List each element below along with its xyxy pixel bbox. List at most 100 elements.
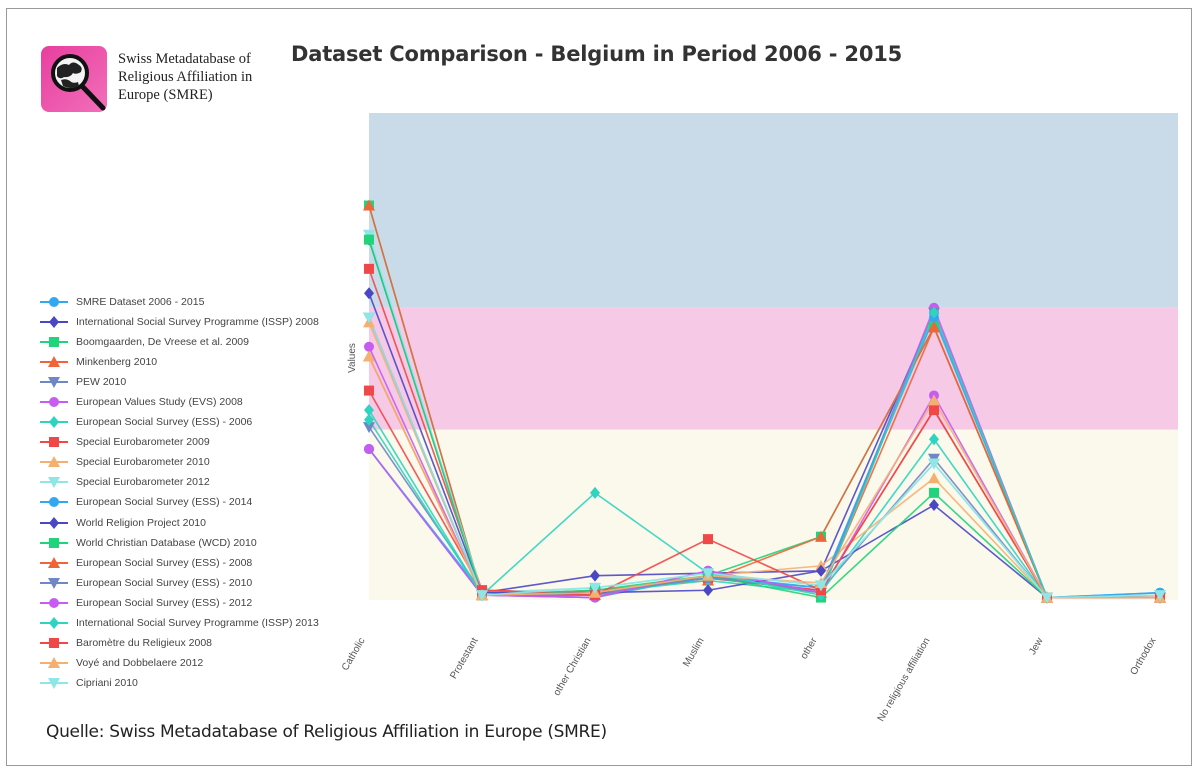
legend-swatch-icon [40, 616, 68, 629]
legend-item[interactable]: Baromètre du Religieux 2008 [40, 633, 340, 653]
legend-item[interactable]: European Social Survey (ESS) - 2006 [40, 412, 340, 432]
data-point[interactable] [363, 312, 375, 324]
data-point[interactable] [363, 199, 375, 211]
legend-item[interactable]: International Social Survey Programme (I… [40, 613, 340, 633]
data-point[interactable] [928, 472, 940, 484]
legend-label: Boomgaarden, De Vreese et al. 2009 [76, 336, 249, 349]
legend-swatch-icon [40, 337, 68, 348]
legend-item[interactable]: SMRE Dataset 2006 - 2015 [40, 292, 340, 312]
series-line [368, 390, 1160, 599]
data-point[interactable] [364, 287, 374, 300]
data-point[interactable] [816, 564, 826, 577]
legend-label: International Social Survey Programme (I… [76, 616, 319, 629]
data-point[interactable] [703, 584, 713, 597]
legend-swatch-icon [40, 377, 68, 389]
data-point[interactable] [476, 590, 488, 602]
legend-item[interactable]: Special Eurobarometer 2009 [40, 432, 340, 452]
x-tick-label: other Christian [552, 636, 594, 698]
data-point[interactable] [364, 234, 374, 245]
legend-item[interactable]: European Values Study (EVS) 2008 [40, 392, 340, 412]
legend-swatch-icon [40, 416, 68, 429]
series-line [368, 292, 1160, 599]
data-point[interactable] [590, 569, 600, 582]
data-point[interactable] [363, 422, 375, 434]
legend-label: European Social Survey (ESS) - 2006 [76, 416, 253, 429]
legend-item[interactable]: International Social Survey Programme (I… [40, 312, 340, 332]
legend-item[interactable]: European Social Survey (ESS) - 2010 [40, 573, 340, 593]
legend: SMRE Dataset 2006 - 2015 International So… [40, 292, 340, 693]
series-line [368, 310, 1160, 599]
data-point[interactable] [928, 321, 940, 333]
smre-logo [41, 46, 107, 112]
legend-item[interactable]: Boomgaarden, De Vreese et al. 2009 [40, 332, 340, 352]
legend-item[interactable]: World Religion Project 2010 [40, 513, 340, 533]
legend-swatch-icon [40, 577, 68, 589]
legend-label: European Social Survey (ESS) - 2010 [76, 576, 253, 589]
legend-swatch-icon [40, 356, 68, 368]
legend-label: PEW 2010 [76, 376, 127, 389]
data-point[interactable] [364, 404, 374, 417]
data-point[interactable] [929, 499, 939, 512]
legend-swatch-icon [40, 456, 68, 468]
data-point[interactable] [589, 582, 601, 594]
data-point[interactable] [815, 580, 827, 592]
legend-item[interactable]: PEW 2010 [40, 372, 340, 392]
legend-label: European Social Survey (ESS) - 2012 [76, 596, 253, 609]
data-point[interactable] [929, 487, 939, 498]
legend-swatch-icon [40, 656, 68, 668]
data-point[interactable] [364, 385, 374, 396]
y-axis-label: Values [347, 343, 358, 373]
data-point[interactable] [928, 458, 940, 470]
legend-swatch-icon [40, 556, 68, 568]
legend-label: SMRE Dataset 2006 - 2015 [76, 296, 205, 309]
legend-swatch-icon [40, 516, 68, 529]
data-point[interactable] [815, 530, 827, 542]
data-point[interactable] [929, 405, 939, 416]
legend-label: World Christian Database (WCD) 2010 [76, 536, 257, 549]
legend-item[interactable]: European Social Survey (ESS) - 2012 [40, 593, 340, 613]
legend-item[interactable]: Special Eurobarometer 2012 [40, 472, 340, 492]
logo-text: Swiss Metadatabase of Religious Affiliat… [118, 51, 253, 103]
data-point[interactable] [364, 341, 374, 352]
legend-label: Cipriani 2010 [76, 676, 138, 689]
data-point[interactable] [590, 486, 600, 499]
legend-swatch-icon [40, 597, 68, 608]
x-tick-label: No religious affiliation [876, 636, 933, 724]
legend-label: European Values Study (EVS) 2008 [76, 396, 243, 409]
data-point[interactable] [364, 444, 374, 455]
legend-label: Special Eurobarometer 2012 [76, 476, 210, 489]
legend-item[interactable]: Cipriani 2010 [40, 673, 340, 693]
legend-item[interactable]: World Christian Database (WCD) 2010 [40, 533, 340, 553]
x-tick-label: Orthodox [1129, 636, 1159, 677]
data-point[interactable] [703, 534, 713, 545]
legend-label: Special Eurobarometer 2010 [76, 456, 210, 469]
legend-item[interactable]: Voyé and Dobbelaere 2012 [40, 653, 340, 673]
legend-label: Baromètre du Religieux 2008 [76, 636, 212, 649]
data-point[interactable] [363, 350, 375, 362]
data-point[interactable] [928, 394, 940, 406]
data-point[interactable] [1154, 590, 1166, 602]
data-point[interactable] [1041, 592, 1053, 604]
legend-item[interactable]: Special Eurobarometer 2010 [40, 452, 340, 472]
legend-item[interactable]: Minkenberg 2010 [40, 352, 340, 372]
legend-item[interactable]: European Social Survey (ESS) - 2008 [40, 553, 340, 573]
legend-label: Voyé and Dobbelaere 2012 [76, 656, 204, 669]
legend-label: Special Eurobarometer 2009 [76, 436, 210, 449]
x-tick-label: Catholic [340, 636, 368, 673]
data-point[interactable] [702, 568, 714, 580]
x-tick-label: Jew [1027, 635, 1046, 657]
data-point[interactable] [929, 306, 939, 319]
legend-swatch-icon [40, 637, 68, 648]
legend-swatch-icon [40, 316, 68, 329]
source-note: Quelle: Swiss Metadatabase of Religious … [46, 722, 607, 742]
data-point[interactable] [364, 413, 374, 426]
legend-swatch-icon [40, 537, 68, 548]
data-point[interactable] [929, 433, 939, 446]
legend-label: World Religion Project 2010 [76, 516, 206, 529]
data-point[interactable] [364, 263, 374, 274]
legend-item[interactable]: European Social Survey (ESS) - 2014 [40, 492, 340, 512]
chart-title: Dataset Comparison - Belgium in Period 2… [291, 42, 903, 66]
series-line [368, 317, 1161, 599]
background-band [369, 113, 1178, 308]
